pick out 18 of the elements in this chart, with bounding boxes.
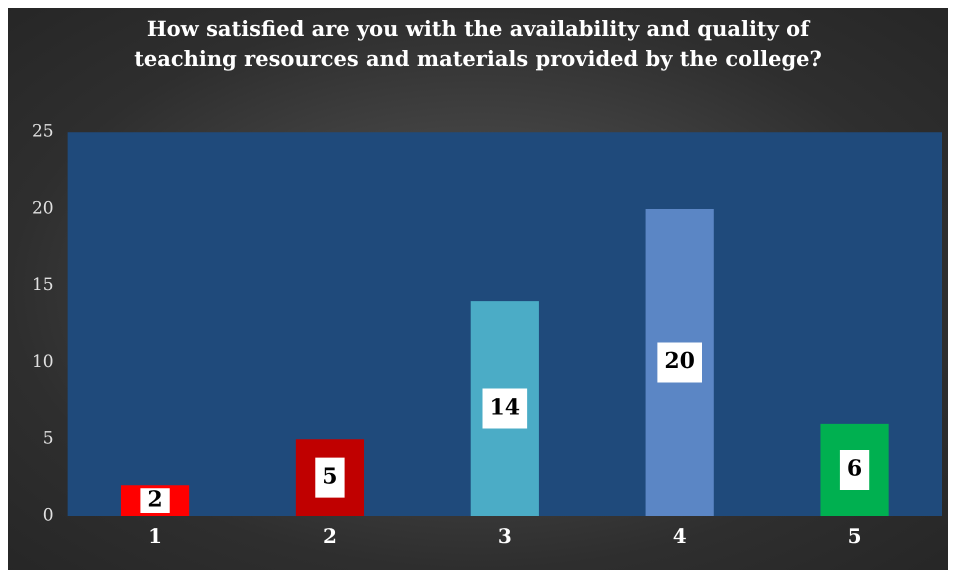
x-tick-label: 1 <box>148 524 162 548</box>
y-tick-label: 25 <box>32 122 54 142</box>
x-tick-label: 5 <box>848 524 862 548</box>
chart-title: How satisfied are you with the availability and quality of teaching resources and materials provided by the college? <box>133 15 823 73</box>
y-tick-label: 5 <box>42 428 54 449</box>
x-tick-label: 3 <box>498 524 512 548</box>
data-label: 20 <box>664 348 695 374</box>
bar <box>646 208 714 516</box>
y-tick-label: 10 <box>32 352 54 372</box>
data-label: 6 <box>846 456 862 482</box>
data-label: 2 <box>147 486 163 512</box>
y-tick-label: 15 <box>32 275 54 296</box>
data-label: 14 <box>490 394 520 420</box>
x-tick-label: 4 <box>672 524 687 548</box>
data-label: 5 <box>322 463 338 490</box>
y-tick-label: 0 <box>42 505 54 526</box>
y-tick-label: 20 <box>32 198 54 218</box>
x-tick-label: 2 <box>322 524 337 548</box>
